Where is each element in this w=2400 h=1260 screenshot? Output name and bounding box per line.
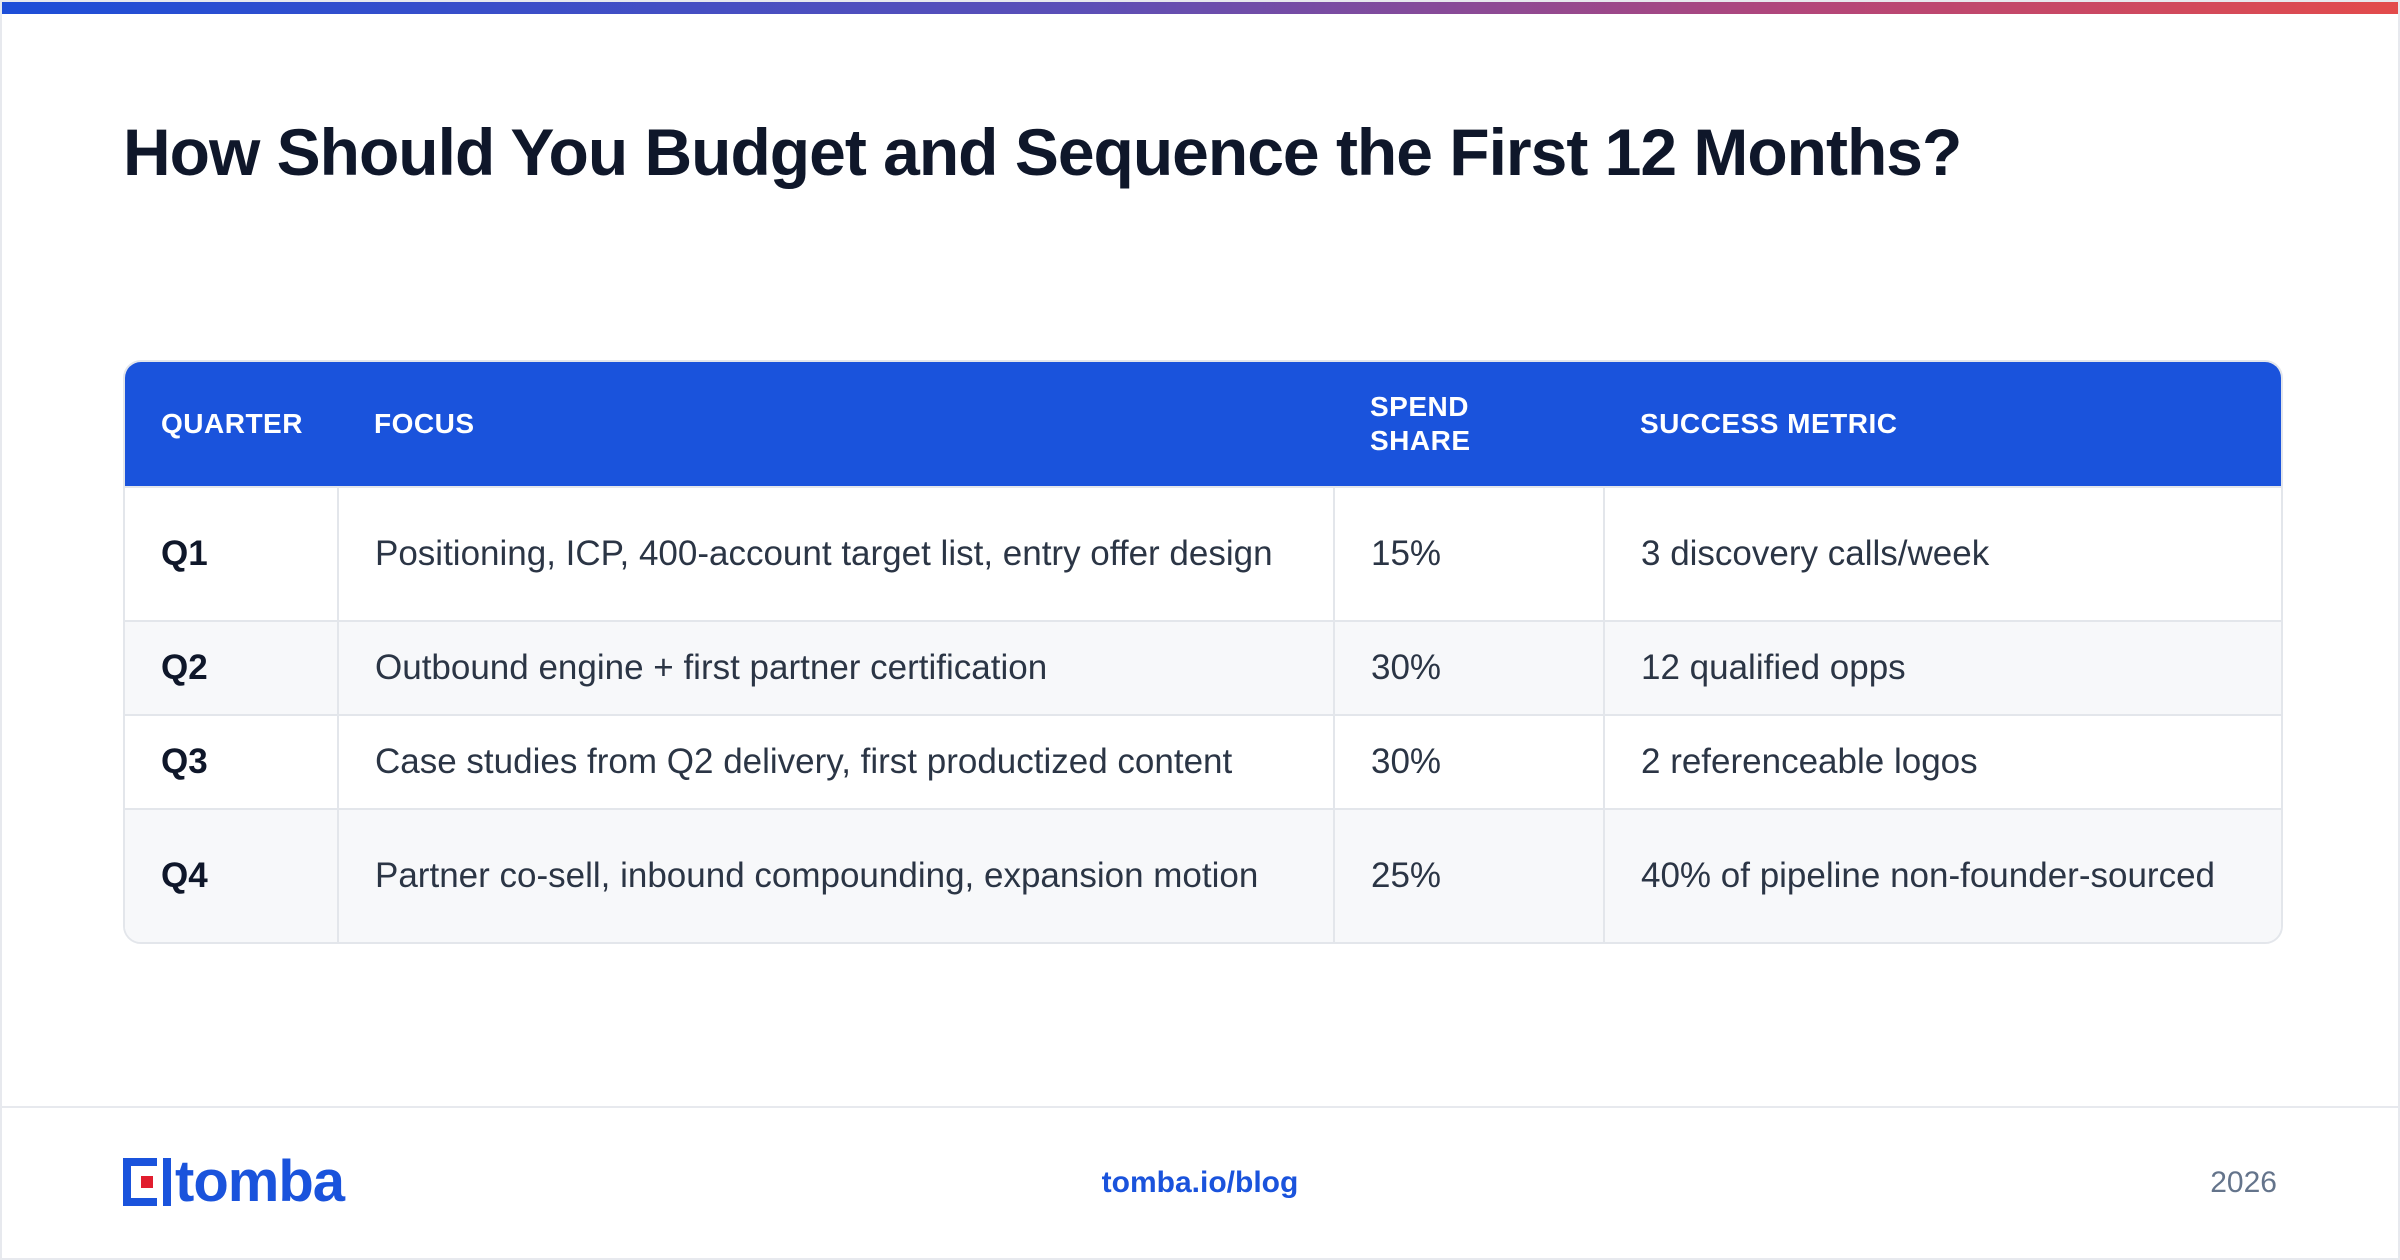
cell-spend-share: 30% <box>1333 714 1604 809</box>
cell-focus: Outbound engine + first partner certific… <box>337 620 1334 715</box>
cell-spend-share: 15% <box>1333 486 1604 621</box>
footer-year: 2026 <box>2210 1166 2277 1199</box>
cell-success-metric: 2 referenceable logos <box>1603 714 2281 809</box>
cell-quarter: Q1 <box>125 486 338 621</box>
header-spend-share: SPEND SHARE <box>1334 362 1604 487</box>
footer-divider <box>2 1106 2398 1108</box>
header-success-metric: SUCCESS METRIC <box>1604 362 2281 487</box>
table-row: Q2 Outbound engine + first partner certi… <box>125 620 2281 715</box>
table-row: Q1 Positioning, ICP, 400-account target … <box>125 486 2281 621</box>
tomba-logo-text: tomba <box>175 1149 345 1214</box>
cell-focus: Case studies from Q2 delivery, first pro… <box>337 714 1334 809</box>
footer-url-link[interactable]: tomba.io/blog <box>1101 1166 1299 1199</box>
cell-success-metric: 12 qualified opps <box>1603 620 2281 715</box>
table-header-row: QUARTER FOCUS SPEND SHARE SUCCESS METRIC <box>125 362 2281 487</box>
cell-spend-share: 30% <box>1333 620 1604 715</box>
cell-success-metric: 40% of pipeline non-founder-sourced <box>1603 808 2281 942</box>
header-focus: FOCUS <box>338 362 1334 487</box>
cell-quarter: Q2 <box>125 620 338 715</box>
top-gradient-bar <box>2 2 2398 14</box>
cell-focus: Positioning, ICP, 400-account target lis… <box>337 486 1334 621</box>
table-body: Q1 Positioning, ICP, 400-account target … <box>125 486 2281 942</box>
header-quarter: QUARTER <box>125 362 338 487</box>
cell-spend-share: 25% <box>1333 808 1604 942</box>
table-row: Q3 Case studies from Q2 delivery, first … <box>125 714 2281 809</box>
cell-success-metric: 3 discovery calls/week <box>1603 486 2281 621</box>
budget-table: QUARTER FOCUS SPEND SHARE SUCCESS METRIC… <box>125 362 2281 942</box>
cell-quarter: Q3 <box>125 714 338 809</box>
cell-quarter: Q4 <box>125 808 338 942</box>
cell-focus: Partner co-sell, inbound compounding, ex… <box>337 808 1334 942</box>
budget-table-container: QUARTER FOCUS SPEND SHARE SUCCESS METRIC… <box>123 360 2283 944</box>
page-title: How Should You Budget and Sequence the F… <box>123 115 1962 189</box>
tomba-logo[interactable]: tomba <box>123 1149 345 1214</box>
tomba-logo-icon <box>123 1158 171 1206</box>
table-row: Q4 Partner co-sell, inbound compounding,… <box>125 808 2281 942</box>
table-header: QUARTER FOCUS SPEND SHARE SUCCESS METRIC <box>125 362 2281 487</box>
